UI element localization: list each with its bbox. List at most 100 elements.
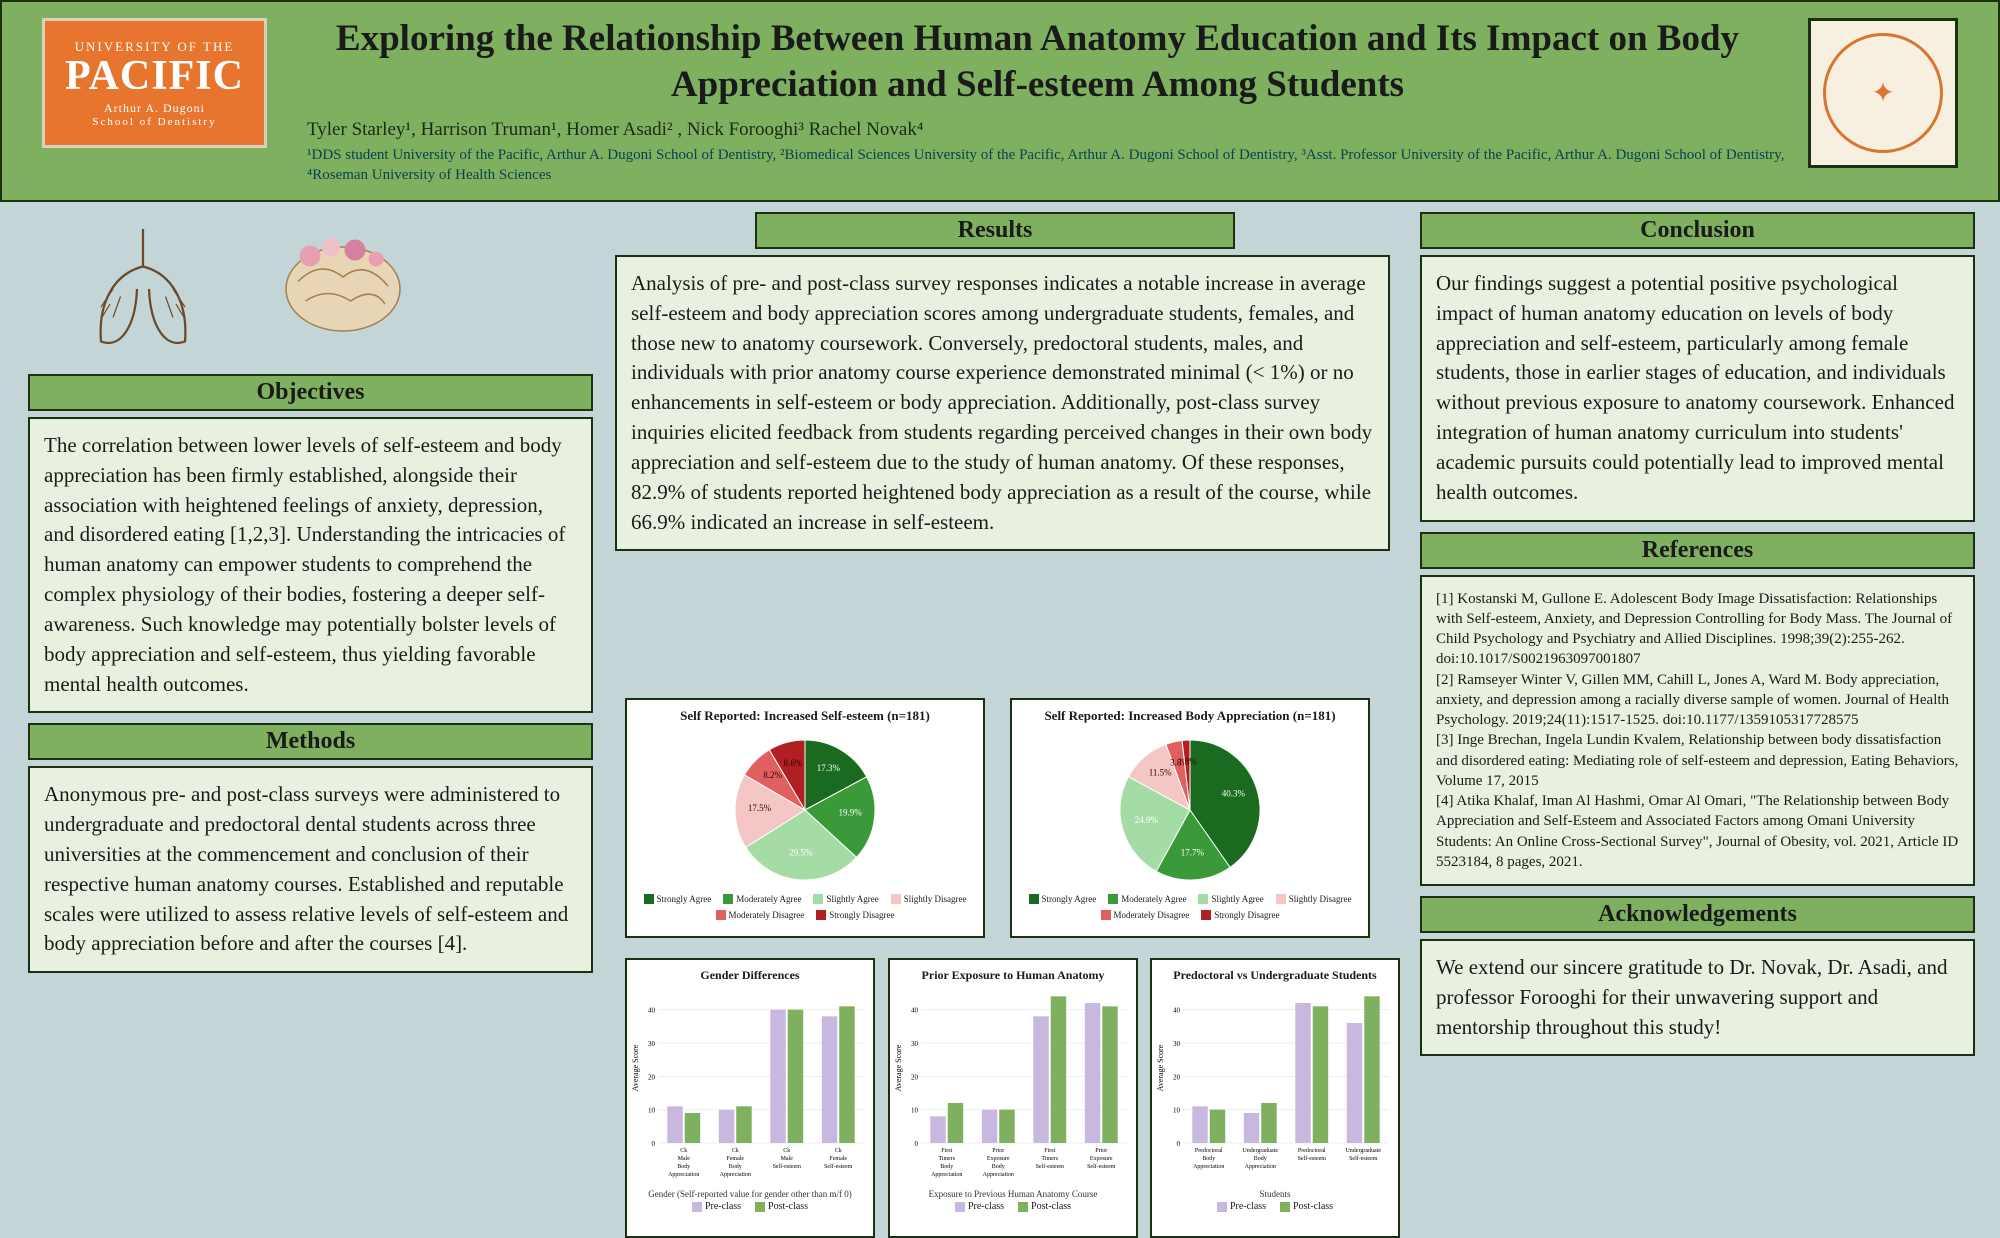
left-column: Objectives The correlation between lower…: [28, 202, 593, 973]
conclusion-heading: Conclusion: [1420, 212, 1975, 249]
pie1-title: Self Reported: Increased Self-esteem (n=…: [627, 708, 983, 724]
pie1-legend: Strongly AgreeModerately AgreeSlightly A…: [627, 894, 983, 920]
svg-text:Ck: Ck: [783, 1148, 790, 1154]
conclusion-body: Our findings suggest a potential positiv…: [1420, 255, 1975, 522]
poster-body: Objectives The correlation between lower…: [0, 202, 2000, 1125]
svg-text:Self-esteem: Self-esteem: [1036, 1163, 1065, 1170]
bar1-legend: Pre-classPost-class: [627, 1201, 873, 1212]
svg-text:Male: Male: [781, 1156, 794, 1162]
seal-icon: [1823, 33, 1943, 153]
acknowledgements-heading: Acknowledgements: [1420, 896, 1975, 933]
svg-text:Self-esteem: Self-esteem: [1298, 1155, 1327, 1162]
bar3-legend: Pre-classPost-class: [1152, 1201, 1398, 1212]
references-heading: References: [1420, 532, 1975, 569]
svg-text:Appreciation: Appreciation: [931, 1172, 962, 1178]
lung-illustration: [58, 214, 228, 364]
svg-text:Appreciation: Appreciation: [1193, 1164, 1224, 1170]
svg-text:Exposure: Exposure: [987, 1156, 1010, 1162]
bar3-xlabel: Students: [1152, 1189, 1398, 1199]
middle-column: Results Analysis of pre- and post-class …: [615, 202, 1390, 551]
svg-text:Body: Body: [940, 1164, 953, 1170]
pie2-title: Self Reported: Increased Body Appreciati…: [1012, 708, 1368, 724]
bar-chart-gender: Gender Differences 010203040Average Scor…: [625, 958, 875, 1238]
svg-text:40: 40: [911, 1007, 919, 1015]
svg-text:17.3%: 17.3%: [817, 763, 841, 773]
svg-text:Predoctoral: Predoctoral: [1195, 1148, 1223, 1154]
svg-text:0: 0: [652, 1140, 656, 1148]
svg-text:19.9%: 19.9%: [839, 808, 863, 818]
objectives-heading: Objectives: [28, 374, 593, 411]
svg-text:Prior: Prior: [1095, 1148, 1107, 1154]
bar1-xlabel: Gender (Self-reported value for gender o…: [627, 1189, 873, 1199]
svg-text:10: 10: [1173, 1107, 1181, 1115]
svg-text:Average Score: Average Score: [631, 1044, 640, 1091]
pie2-svg: 40.3%17.7%24.9%11.5%3.8%1.8%: [1110, 730, 1270, 890]
university-seal-right: [1808, 18, 1958, 168]
svg-text:40: 40: [1173, 1007, 1181, 1015]
svg-text:8.2%: 8.2%: [763, 770, 782, 780]
objectives-body: The correlation between lower levels of …: [28, 417, 593, 713]
svg-text:Exposure: Exposure: [1090, 1156, 1113, 1162]
svg-text:0: 0: [915, 1140, 919, 1148]
svg-text:First: First: [1044, 1148, 1055, 1154]
bar-chart-predoc-vs-undergrad: Predoctoral vs Undergraduate Students 0 1…: [1150, 958, 1400, 1238]
svg-text:Timers: Timers: [1041, 1156, 1058, 1162]
svg-text:Ck: Ck: [680, 1148, 687, 1154]
svg-text:8.6%: 8.6%: [784, 758, 803, 768]
svg-text:Appreciation: Appreciation: [668, 1172, 699, 1178]
svg-text:40: 40: [648, 1007, 656, 1015]
svg-text:Self-esteem: Self-esteem: [773, 1163, 802, 1170]
results-heading: Results: [755, 212, 1235, 249]
logo-line4: School of Dentistry: [92, 116, 216, 128]
svg-text:Appreciation: Appreciation: [983, 1172, 1014, 1178]
svg-text:Male: Male: [678, 1156, 691, 1162]
svg-text:11.5%: 11.5%: [1149, 768, 1172, 778]
svg-text:1.8%: 1.8%: [1178, 757, 1197, 767]
svg-text:20: 20: [648, 1073, 656, 1081]
svg-text:Ck: Ck: [732, 1148, 739, 1154]
svg-text:Predoctoral: Predoctoral: [1298, 1148, 1326, 1154]
svg-text:Undergraduate: Undergraduate: [1345, 1148, 1381, 1154]
bar1-title: Gender Differences: [627, 968, 873, 983]
svg-text:Timers: Timers: [938, 1156, 955, 1162]
acknowledgements-body: We extend our sincere gratitude to Dr. N…: [1420, 939, 1975, 1056]
svg-text:24.9%: 24.9%: [1135, 815, 1159, 825]
svg-text:Ck: Ck: [835, 1148, 842, 1154]
svg-text:Female: Female: [726, 1156, 744, 1162]
svg-text:Body: Body: [1254, 1156, 1267, 1162]
svg-text:30: 30: [1173, 1040, 1181, 1048]
header-center: Exploring the Relationship Between Human…: [267, 2, 1808, 185]
bar2-xlabel: Exposure to Previous Human Anatomy Cours…: [890, 1189, 1136, 1199]
svg-text:0: 0: [1177, 1140, 1181, 1148]
bar3-title: Predoctoral vs Undergraduate Students: [1152, 968, 1398, 983]
affiliations: ¹DDS student University of the Pacific, …: [267, 145, 1808, 186]
poster-header: UNIVERSITY OF THE PACIFIC Arthur A. Dugo…: [0, 0, 2000, 202]
svg-text:20: 20: [1173, 1073, 1181, 1081]
results-body: Analysis of pre- and post-class survey r…: [615, 255, 1390, 551]
authors: Tyler Starley¹, Harrison Truman¹, Homer …: [267, 119, 1808, 141]
pie-chart-self-esteem: Self Reported: Increased Self-esteem (n=…: [625, 698, 985, 938]
svg-text:Undergraduate: Undergraduate: [1242, 1148, 1278, 1154]
svg-text:Appreciation: Appreciation: [720, 1172, 751, 1178]
references-body: [1] Kostanski M, Gullone E. Adolescent B…: [1420, 575, 1975, 887]
pie2-legend: Strongly AgreeModerately AgreeSlightly A…: [1012, 894, 1368, 920]
svg-text:20: 20: [911, 1073, 919, 1081]
svg-text:40.3%: 40.3%: [1222, 788, 1246, 798]
bar1-svg: 010203040Average ScoreCkMaleBodyApprecia…: [630, 987, 870, 1187]
university-logo-left: UNIVERSITY OF THE PACIFIC Arthur A. Dugo…: [42, 18, 267, 148]
svg-text:Self-esteem: Self-esteem: [824, 1163, 853, 1170]
svg-text:Average Score: Average Score: [1156, 1044, 1165, 1091]
bar2-legend: Pre-classPost-class: [890, 1201, 1136, 1212]
svg-text:Female: Female: [829, 1156, 847, 1162]
svg-text:Body: Body: [729, 1164, 742, 1170]
brain-illustration: [258, 214, 428, 364]
svg-text:Appreciation: Appreciation: [1245, 1164, 1276, 1170]
right-column: Conclusion Our findings suggest a potent…: [1420, 202, 1975, 1056]
pie-chart-body-appreciation: Self Reported: Increased Body Appreciati…: [1010, 698, 1370, 938]
svg-text:17.7%: 17.7%: [1181, 847, 1205, 857]
bar2-svg: 010203040Average ScoreFirstTimersBodyApp…: [893, 987, 1133, 1187]
svg-text:17.5%: 17.5%: [748, 803, 772, 813]
bar2-title: Prior Exposure to Human Anatomy: [890, 968, 1136, 983]
logo-line2: PACIFIC: [65, 55, 244, 97]
methods-heading: Methods: [28, 723, 593, 760]
